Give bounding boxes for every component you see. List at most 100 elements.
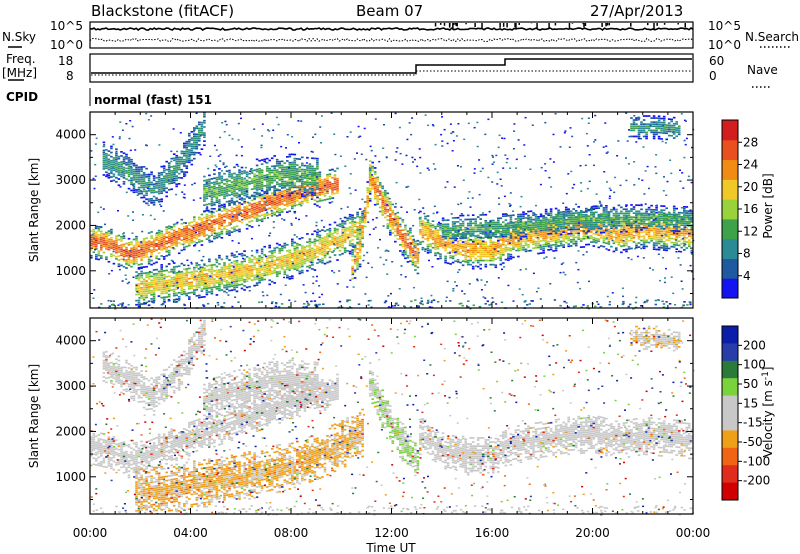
data-cell: [115, 235, 118, 238]
data-cell: [185, 241, 189, 244]
data-cell: [233, 284, 236, 287]
data-cell: [479, 241, 482, 243]
data-cell: [406, 254, 410, 257]
data-cell: [278, 207, 281, 210]
data-cell: [140, 276, 143, 279]
data-cell: [112, 175, 116, 178]
data-cell: [213, 185, 216, 188]
data-cell: [238, 193, 241, 196]
data-cell: [610, 237, 613, 240]
data-cell: [409, 248, 412, 250]
data-cell: [125, 178, 128, 180]
data-cell: [203, 235, 206, 237]
data-cell: [240, 189, 244, 191]
data-cell: [278, 185, 281, 187]
data-cell: [183, 228, 186, 230]
data-cell: [130, 173, 133, 175]
data-cell: [348, 215, 352, 218]
data-cell: [157, 188, 161, 191]
data-cell: [471, 239, 475, 241]
data-cell: [260, 214, 264, 216]
data-cell: [378, 186, 382, 188]
data-cell: [416, 260, 420, 262]
data-cell: [112, 169, 116, 172]
data-cell: [145, 253, 148, 256]
data-cell: [110, 176, 113, 178]
data-cell: [208, 264, 211, 267]
data-cell: [200, 269, 204, 272]
data-cell: [258, 279, 261, 282]
data-cell: [384, 216, 387, 219]
data-cell: [268, 187, 271, 189]
data-cell: [235, 266, 239, 268]
data-cell: [291, 186, 294, 188]
data-cell: [235, 270, 239, 272]
data-cell: [657, 240, 661, 243]
data-cell: [461, 254, 465, 256]
data-cell: [512, 238, 515, 240]
data-cell: [564, 237, 568, 240]
data-cell: [243, 258, 246, 261]
data-cell: [635, 246, 638, 249]
data-cell: [484, 245, 488, 248]
data-cell: [406, 246, 410, 249]
data-cell: [198, 137, 201, 140]
data-cell: [291, 171, 294, 174]
data-cell: [313, 254, 317, 257]
data-cell: [110, 230, 113, 233]
data-cell: [283, 166, 287, 169]
data-cell: [245, 205, 249, 208]
data-cell: [135, 191, 138, 193]
data-cell: [165, 296, 168, 298]
data-cell: [253, 183, 256, 186]
data-cell: [303, 200, 307, 202]
data-cell: [283, 189, 287, 192]
data-cell: [170, 276, 173, 279]
data-cell: [356, 258, 359, 260]
data-cell: [361, 235, 364, 238]
data-cell: [230, 206, 234, 209]
data-cell: [95, 243, 98, 246]
data-cell: [489, 263, 493, 266]
data-cell: [602, 229, 606, 232]
data-cell: [278, 175, 281, 177]
data-cell: [155, 185, 158, 187]
data-cell: [120, 238, 123, 240]
data-cell: [396, 224, 400, 226]
data-cell: [316, 262, 319, 264]
data-cell: [130, 265, 133, 268]
data-cell: [268, 189, 271, 191]
data-cell: [263, 274, 266, 277]
data-cell: [459, 239, 462, 241]
data-cell: [288, 251, 292, 254]
data-cell: [331, 185, 334, 187]
data-cell: [253, 194, 256, 197]
data-cell: [185, 171, 189, 174]
data-cell: [559, 236, 563, 239]
data-cell: [544, 243, 548, 245]
data-cell: [522, 230, 525, 233]
data-cell: [411, 259, 415, 262]
data-cell: [112, 157, 116, 159]
data-cell: [449, 242, 452, 245]
data-cell: [519, 234, 523, 237]
data-cell: [220, 230, 224, 233]
data-cell: [258, 255, 261, 257]
data-cell: [434, 248, 437, 250]
data-cell: [296, 249, 299, 251]
data-cell: [260, 210, 264, 212]
data-cell: [519, 230, 523, 233]
data-cell: [152, 185, 156, 188]
data-cell: [326, 176, 329, 178]
data-cell: [278, 193, 281, 196]
data-cell: [137, 289, 141, 291]
data-cell: [248, 172, 251, 175]
data-cell: [464, 254, 467, 257]
data-cell: [152, 191, 156, 194]
data-cell: [115, 156, 118, 159]
data-cell: [627, 239, 631, 242]
data-cell: [210, 198, 214, 201]
data-cell: [127, 260, 131, 262]
data-cell: [368, 183, 372, 186]
data-cell: [494, 254, 498, 256]
